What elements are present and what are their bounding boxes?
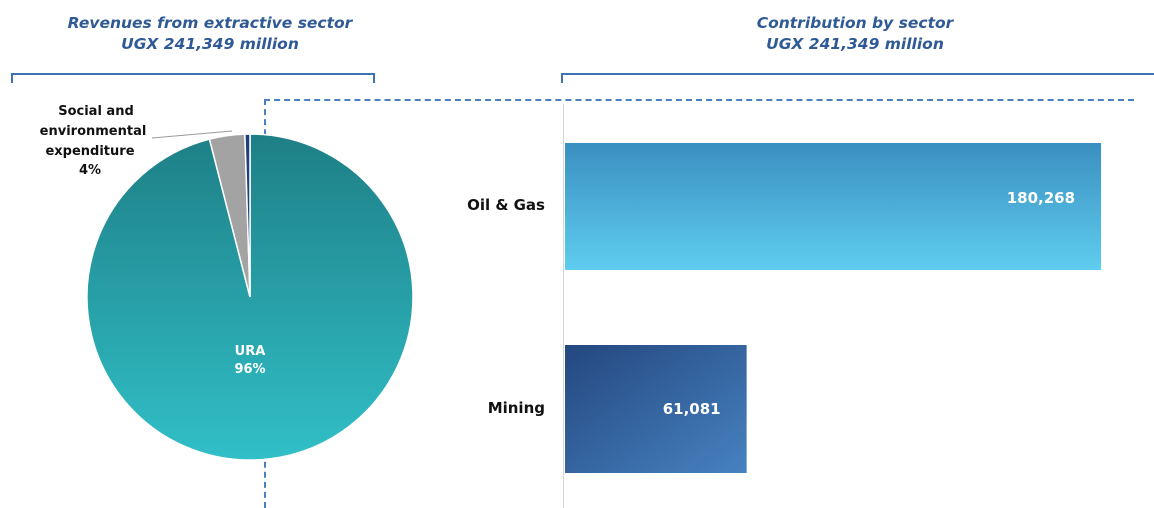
pie-title-line2: UGX 241,349 million [121, 35, 299, 53]
bar-category-axis [563, 104, 564, 508]
bar-chart: Oil & Gas 180,268 Mining 61,081 [467, 143, 1102, 473]
pie-label-social-3: expenditure [45, 144, 134, 159]
right-bracket [561, 73, 1154, 83]
bar-category-label: Oil & Gas [467, 196, 545, 214]
dashed-divider-horizontal [264, 99, 1134, 101]
pie-pct-ura: 96% [234, 362, 265, 377]
bar-value-label: 61,081 [663, 400, 721, 418]
bar-category-label: Mining [488, 399, 545, 417]
pie-leader-line [151, 130, 233, 139]
pie-title-line1: Revenues from extractive sector [67, 14, 353, 32]
pie-pct-social: 4% [79, 163, 101, 178]
bar-chart-title: Contribution by sector UGX 241,349 milli… [690, 13, 1020, 55]
pie-chart: URA 96% Social and environmental expenditure… [40, 104, 414, 461]
pie-chart-title: Revenues from extractive sector UGX 241,… [40, 13, 380, 55]
bar-title-line1: Contribution by sector [756, 14, 954, 32]
left-bracket [11, 73, 375, 83]
bar-title-line2: UGX 241,349 million [766, 35, 944, 53]
pie-slice [244, 133, 251, 298]
bar [565, 143, 1102, 270]
pie-label-social-2: environmental [40, 124, 147, 139]
bar [565, 345, 747, 473]
pie-label-ura: URA [235, 344, 266, 359]
bar-value-label: 180,268 [1007, 189, 1075, 207]
pie-label-social-1: Social and [58, 104, 134, 119]
